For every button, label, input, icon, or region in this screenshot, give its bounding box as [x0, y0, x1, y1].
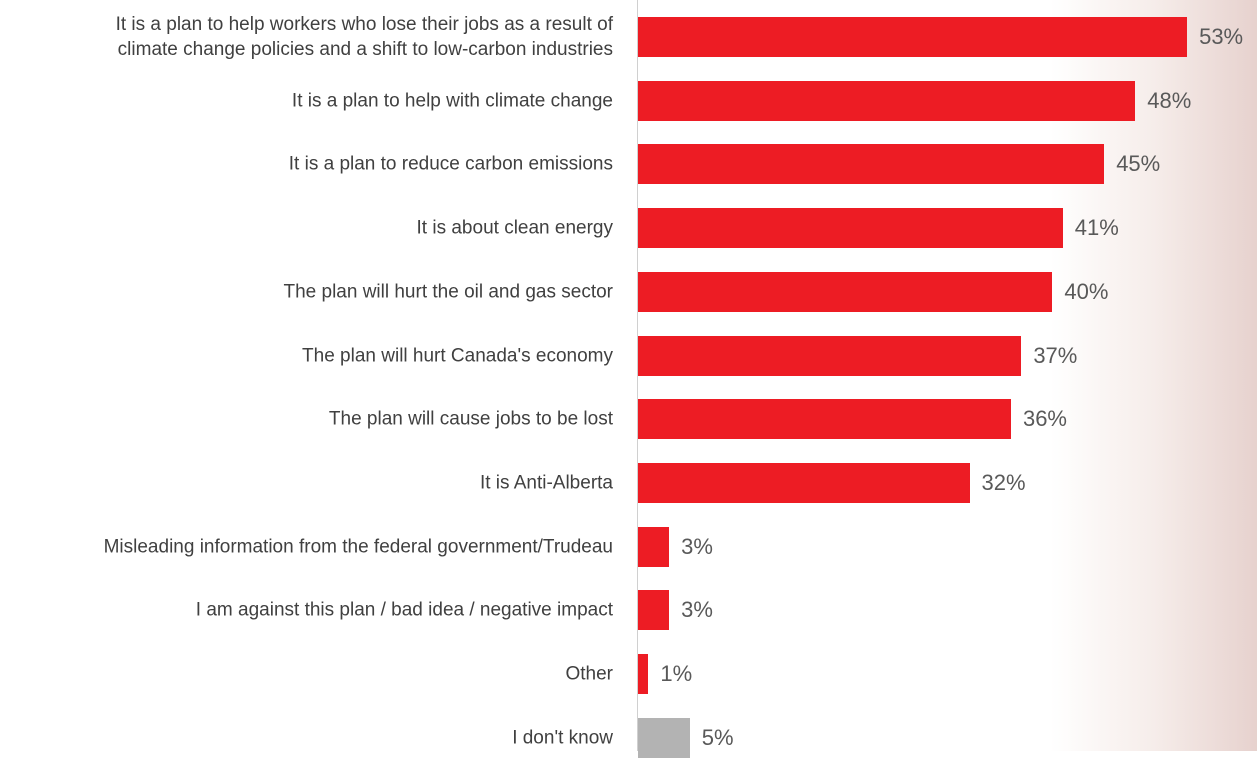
bar — [638, 208, 1063, 249]
value-label: 48% — [1147, 87, 1192, 113]
category-label: It is Anti-Alberta — [479, 472, 613, 494]
category-label: The plan will cause jobs to be lost — [328, 408, 613, 430]
category-label: The plan will hurt Canada's economy — [302, 345, 613, 366]
bar — [638, 271, 1053, 312]
bar — [638, 590, 670, 631]
category-label: It is about clean energy — [416, 217, 613, 239]
value-label: 32% — [981, 469, 1026, 495]
bar — [638, 654, 649, 694]
bar — [638, 144, 1105, 185]
value-label: 41% — [1074, 215, 1119, 241]
value-label: 53% — [1199, 24, 1244, 49]
bar — [638, 717, 690, 758]
bar — [638, 17, 1188, 57]
category-label: It is a plan to reduce carbon emissions — [288, 153, 613, 175]
value-label: 45% — [1116, 151, 1161, 177]
value-label: 3% — [681, 533, 713, 559]
value-label: 37% — [1033, 342, 1078, 368]
category-label: Other — [565, 663, 613, 685]
category-label: It is a plan to help with climate change — [291, 90, 613, 112]
category-label: It is a plan to help workers who lose th… — [115, 14, 613, 60]
bar — [638, 526, 670, 567]
value-label: 40% — [1064, 278, 1109, 304]
bar — [638, 80, 1136, 121]
axis-line — [637, 0, 638, 751]
value-label: 1% — [660, 661, 693, 686]
category-label: I don't know — [512, 727, 613, 749]
category-label: Misleading information from the federal … — [103, 536, 613, 558]
bar — [638, 335, 1022, 376]
category-label: I am against this plan / bad idea / nega… — [195, 599, 613, 621]
value-label: 3% — [681, 597, 713, 623]
background-photo — [1050, 0, 1257, 751]
bar — [638, 399, 1011, 440]
value-label: 36% — [1022, 406, 1067, 432]
category-label: The plan will hurt the oil and gas secto… — [283, 281, 613, 303]
bar — [638, 462, 970, 503]
value-label: 5% — [701, 724, 734, 750]
